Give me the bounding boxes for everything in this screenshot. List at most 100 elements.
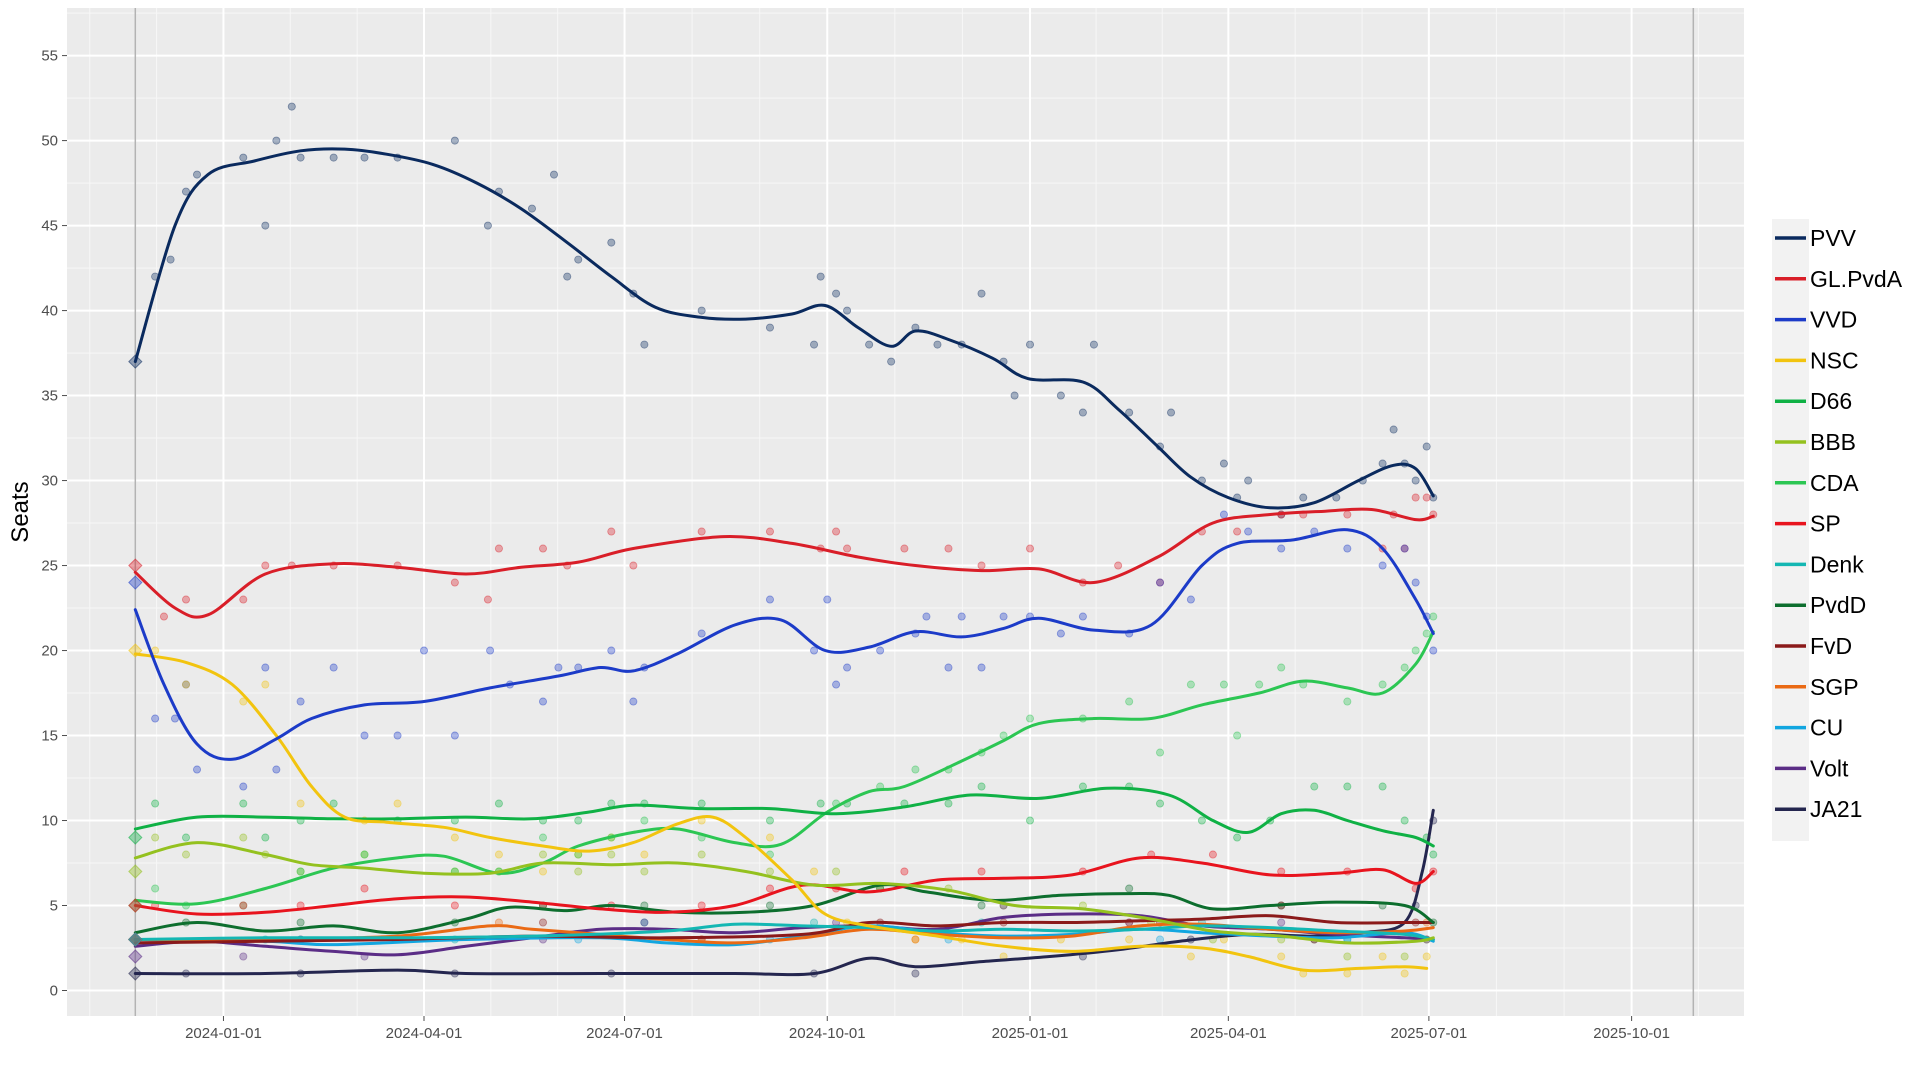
poll-point-bbb [640, 867, 649, 876]
poll-point-cda [1378, 680, 1387, 689]
y-tick-label: 55 [41, 48, 58, 65]
poll-point-pvv [527, 204, 536, 213]
y-tick-label: 25 [41, 558, 58, 575]
poll-point-vvd [944, 663, 953, 672]
legend-label: Denk [1810, 551, 1864, 577]
poll-point-gl-pvda [159, 612, 168, 621]
poll-point-d66 [1197, 816, 1206, 825]
poll-point-cda [640, 816, 649, 825]
y-tick-label: 10 [41, 813, 58, 830]
poll-point-bbb [538, 850, 547, 859]
legend-label: SGP [1810, 674, 1859, 700]
poll-point-vvd [1378, 561, 1387, 570]
poll-point-cda [239, 901, 248, 910]
poll-point-pvdd [1125, 884, 1134, 893]
poll-point-bbb [697, 850, 706, 859]
poll-point-cda [1429, 612, 1438, 621]
y-axis: 0 5 10 15 20 25 30 35 40 45 50 55 [41, 48, 67, 1000]
poll-point-nsc [810, 867, 819, 876]
poll-point-nsc [450, 833, 459, 842]
poll-point-bbb [296, 867, 305, 876]
poll-point-vvd [977, 663, 986, 672]
poll-point-cda [1125, 697, 1134, 706]
poll-point-nsc [1186, 952, 1195, 961]
poll-point-pvv [607, 238, 616, 247]
poll-point-d66 [1156, 799, 1165, 808]
poll-point-bbb [360, 850, 369, 859]
poll-point-pvv [563, 272, 572, 281]
poll-point-sp [765, 884, 774, 893]
poll-point-pvv [1125, 408, 1134, 417]
trend-line-nsc [133, 652, 1429, 973]
poll-point-vvd [538, 697, 547, 706]
poll-point-sp [900, 867, 909, 876]
poll-point-pvv [832, 289, 841, 298]
poll-point-gl-pvda [977, 561, 986, 570]
poll-point-nsc [181, 680, 190, 689]
poll-point-d66 [977, 782, 986, 791]
election-marker-ja21 [128, 966, 143, 981]
poll-point-pvv [977, 289, 986, 298]
poll-point-cda [1186, 680, 1195, 689]
poll-point-pvv [697, 306, 706, 315]
poll-point-bbb [1343, 952, 1352, 961]
legend-label: CU [1810, 715, 1843, 741]
poll-point-vvd [554, 663, 563, 672]
poll-point-nsc [1125, 935, 1134, 944]
poll-point-vvd [151, 714, 160, 723]
x-tick-label: 2024-10-01 [789, 1025, 866, 1042]
plot-panel [67, 8, 1744, 1016]
poll-point-sp [1208, 850, 1217, 859]
poll-point-vvd [1156, 578, 1165, 587]
trend-line-bbb [133, 841, 1435, 945]
poll-point-gl-pvda [1156, 578, 1165, 587]
legend-label: SP [1810, 511, 1841, 537]
poll-point-bbb [181, 850, 190, 859]
legend-label: JA21 [1810, 796, 1862, 822]
poll-point-vvd [486, 646, 495, 655]
poll-point-gl-pvda [1233, 527, 1242, 536]
poll-point-pvv [574, 255, 583, 264]
grid-major [67, 8, 1744, 1016]
poll-point-d66 [494, 799, 503, 808]
trend-line-vvd [133, 528, 1435, 761]
election-reference-lines [134, 8, 1695, 1016]
poll-point-gl-pvda [181, 595, 190, 604]
poll-point-cda [1255, 680, 1264, 689]
poll-point-nsc [1422, 952, 1431, 961]
poll-point-nsc [1378, 952, 1387, 961]
poll-point-d66 [239, 799, 248, 808]
poll-point-vvd [1186, 595, 1195, 604]
poll-point-gl-pvda [1422, 493, 1431, 502]
legend-key-background [1772, 219, 1809, 841]
legend-label: BBB [1810, 429, 1856, 455]
poll-point-d66 [1078, 782, 1087, 791]
poll-point-pvv [1411, 476, 1420, 485]
poll-point-vvd [810, 646, 819, 655]
y-tick-label: 50 [41, 133, 58, 150]
poll-point-nsc [1277, 952, 1286, 961]
poll-points [151, 102, 1438, 978]
poll-point-vvd [170, 714, 179, 723]
poll-point-vvd [393, 731, 402, 740]
poll-point-gl-pvda [1400, 544, 1409, 553]
poll-point-gl-pvda [483, 595, 492, 604]
poll-point-sp [697, 901, 706, 910]
poll-point-pvv [272, 136, 281, 145]
poll-point-vvd [181, 680, 190, 689]
poll-point-cda [1156, 748, 1165, 757]
poll-point-vvd [272, 765, 281, 774]
poll-point-bbb [1400, 952, 1409, 961]
poll-point-vvd [1219, 510, 1228, 519]
poll-point-vvd [296, 697, 305, 706]
y-tick-label: 15 [41, 728, 58, 745]
poll-point-bbb [239, 833, 248, 842]
poll-point-vvd [1429, 646, 1438, 655]
poll-point-pvv [887, 357, 896, 366]
trend-line-fvd [133, 914, 1435, 945]
poll-point-cda [1400, 663, 1409, 672]
poll-point-vvd [193, 765, 202, 774]
poll-point-vvd [629, 697, 638, 706]
poll-point-vvd [450, 731, 459, 740]
poll-point-vvd [765, 595, 774, 604]
